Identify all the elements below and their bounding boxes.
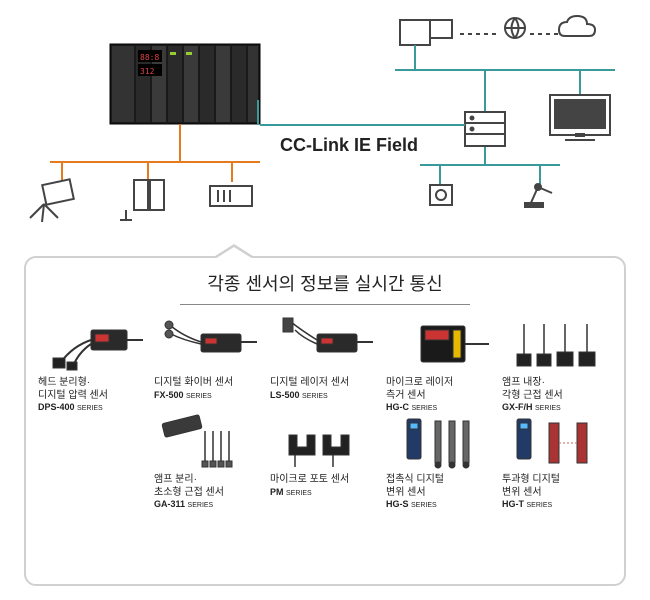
sensor-name: 헤드 분리형·디지털 압력 센서 <box>38 377 148 402</box>
sensor-series: PM SERIES <box>270 487 380 497</box>
sensor-image <box>502 412 612 472</box>
sensor-series: DPS-400 SERIES <box>38 402 148 412</box>
sensor-image <box>386 315 496 375</box>
protocol-label: CC-Link IE Field <box>280 135 418 156</box>
callout-pointer-inner <box>215 247 253 259</box>
sensor-row-2: 앰프 분리·초소형 근접 센서 GA-311 SERIES 마이크로 포토 센서… <box>142 412 624 509</box>
sensor-series: GX-F/H SERIES <box>502 402 612 412</box>
sensor-ga311: 앰프 분리·초소형 근접 센서 GA-311 SERIES <box>154 412 264 509</box>
network-topology: 88:8 312 <box>0 0 650 245</box>
sensor-image <box>502 315 612 375</box>
sensor-name: 마이크로 포토 센서 <box>270 474 380 487</box>
sensor-image <box>270 412 380 472</box>
sensor-series: HG-C SERIES <box>386 402 496 412</box>
sensor-name: 디지털 화이버 센서 <box>154 377 264 390</box>
svg-text:88:8: 88:8 <box>140 53 159 62</box>
panel-title: 각종 센서의 정보를 실시간 통신 <box>26 258 624 302</box>
sensor-image <box>154 315 264 375</box>
sensor-dps400: 헤드 분리형·디지털 압력 센서 DPS-400 SERIES <box>38 315 148 412</box>
sensor-pm: 마이크로 포토 센서 PM SERIES <box>270 412 380 509</box>
sensor-name: 마이크로 레이저측거 센서 <box>386 377 496 402</box>
sensor-ls500: 디지털 레이저 센서 LS-500 SERIES <box>270 315 380 412</box>
panel-title-underline <box>180 304 470 305</box>
sensor-panel: 각종 센서의 정보를 실시간 통신 헤드 분리형·디지털 압력 센서 DP <box>24 256 626 586</box>
sensor-series: HG-T SERIES <box>502 499 612 509</box>
sensor-hgs: 접촉식 디지털변위 센서 HG-S SERIES <box>386 412 496 509</box>
sensor-name: 디지털 레이저 센서 <box>270 377 380 390</box>
sensor-series: HG-S SERIES <box>386 499 496 509</box>
sensor-name: 앰프 분리·초소형 근접 센서 <box>154 474 264 499</box>
sensor-image <box>386 412 496 472</box>
sensor-series: FX-500 SERIES <box>154 390 264 400</box>
sensor-series: LS-500 SERIES <box>270 390 380 400</box>
topology-svg: 88:8 312 <box>0 0 650 250</box>
sensor-row-1: 헤드 분리형·디지털 압력 센서 DPS-400 SERIES 디지털 화이버 … <box>26 315 624 412</box>
sensor-image <box>38 315 148 375</box>
sensor-fx500: 디지털 화이버 센서 FX-500 SERIES <box>154 315 264 412</box>
sensor-name: 앰프 내장·각형 근접 센서 <box>502 377 612 402</box>
sensor-image <box>270 315 380 375</box>
sensor-series: GA-311 SERIES <box>154 499 264 509</box>
sensor-name: 접촉식 디지털변위 센서 <box>386 474 496 499</box>
sensor-name: 투과형 디지털변위 센서 <box>502 474 612 499</box>
svg-text:312: 312 <box>140 67 155 76</box>
sensor-image <box>154 412 264 472</box>
sensor-gxfh: 앰프 내장·각형 근접 센서 GX-F/H SERIES <box>502 315 612 412</box>
sensor-hgt: 투과형 디지털변위 센서 HG-T SERIES <box>502 412 612 509</box>
sensor-hgc: 마이크로 레이저측거 센서 HG-C SERIES <box>386 315 496 412</box>
